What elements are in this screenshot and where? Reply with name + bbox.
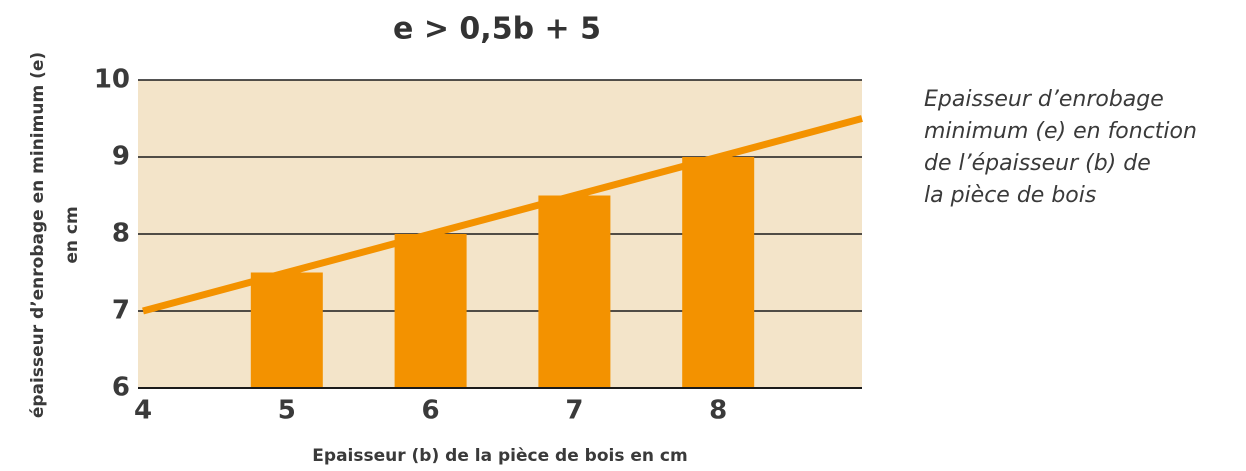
x-tick-label: 6 [422,396,440,426]
x-tick-label: 4 [134,396,152,426]
bar [394,234,467,388]
trend-line [142,115,863,315]
x-tick-label: 5 [278,396,296,426]
y-axis-label: épaisseur d’enrobage en minimum (e) en c… [28,52,82,418]
annotation-line: minimum (e) en fonction [924,119,1197,144]
y-tick-label: 7 [112,296,130,326]
x-tick-label: 7 [565,396,583,426]
y-tick-label: 8 [112,219,130,249]
bar [538,195,611,388]
bar [682,157,755,388]
y-axis-label-line: épaisseur d’enrobage en minimum (e) [28,52,48,418]
y-axis-label-line: en cm [62,206,82,263]
annotation: Epaisseur d’enrobage minimum (e) en fonc… [924,87,1197,208]
y-tick-label: 10 [94,65,130,95]
x-tick-label: 8 [709,396,727,426]
x-axis-label: Epaisseur (b) de la pièce de bois en cm [312,446,687,466]
bar [250,272,323,388]
y-tick-label: 9 [112,142,130,172]
annotation-line: de l’épaisseur (b) de [924,151,1151,176]
annotation-line: Epaisseur d’enrobage [924,87,1164,112]
y-tick-label: 6 [112,373,130,403]
chart-title: e > 0,5b + 5 [393,12,601,47]
annotation-line: la pièce de bois [924,183,1096,208]
